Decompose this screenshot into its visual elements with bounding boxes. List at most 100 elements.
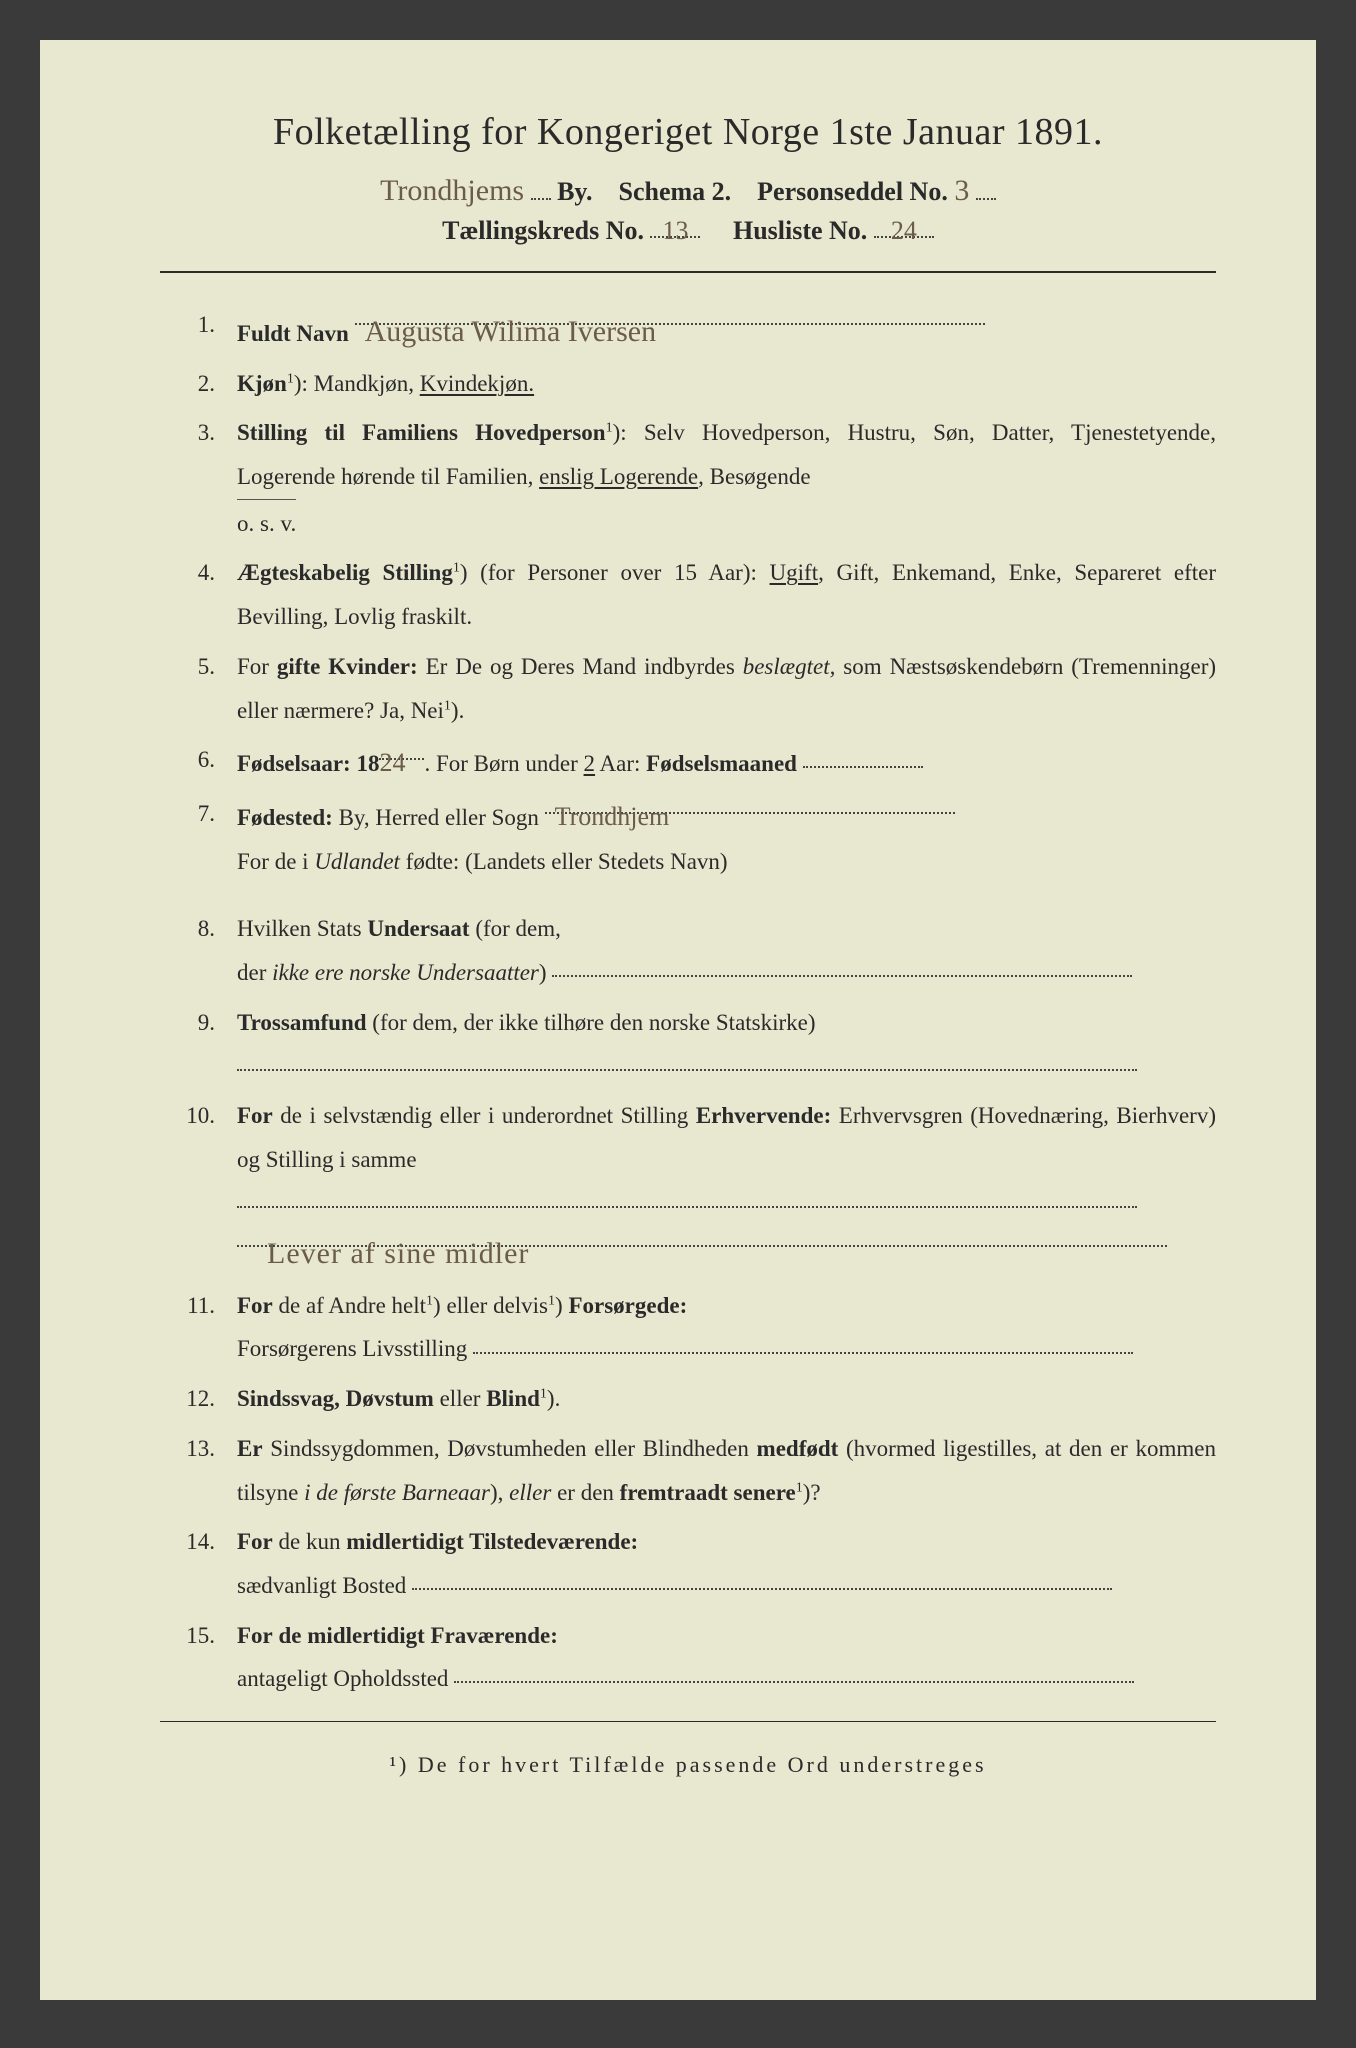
label-fremtraadt: fremtraadt senere (620, 1480, 796, 1505)
u-2: 2 (584, 751, 596, 776)
text-5: Er De og Deres Mand indbyrdes (426, 654, 743, 679)
dotted-gap (473, 1349, 1133, 1354)
divider (160, 271, 1216, 273)
text-10: de i selvstændig eller i underordnet Sti… (280, 1103, 696, 1128)
text-12: eller (440, 1386, 487, 1411)
text-kvindekjon: Kvindekjøn. (420, 371, 534, 396)
dotted-gap (976, 178, 996, 200)
label-er: Er (237, 1436, 263, 1461)
label-aegteskab: Ægteskabelig Stilling (237, 560, 453, 585)
text-4a: (for Personer over 15 Aar): (468, 560, 770, 585)
text-11: de af Andre helt (279, 1293, 427, 1318)
close: ) (539, 960, 547, 985)
text-6: . For Børn under (424, 751, 583, 776)
form-items: 1. Fuldt Navn Augusta Wilima Iversen 2. … (160, 303, 1216, 1701)
husliste-no: 24 (874, 216, 934, 238)
item-14: 14. For de kun midlertidigt Tilstedevære… (160, 1520, 1216, 1607)
value-name: Augusta Wilima Iversen (355, 303, 985, 325)
label-for-14: For (237, 1529, 273, 1554)
item-6: 6. Fødselsaar: 1824. For Børn under 2 Aa… (160, 738, 1216, 786)
osv: o. s. v. (237, 499, 296, 546)
item-11: 11. For de af Andre helt1) eller delvis1… (160, 1284, 1216, 1371)
label-medfodt: medfødt (757, 1436, 839, 1461)
dotted-gap (454, 1678, 1134, 1683)
text-9: (for dem, der ikke tilhøre den norske St… (372, 1010, 815, 1035)
label-trossamfund: Trossamfund (237, 1010, 367, 1035)
city-label: By. (557, 177, 592, 206)
text-15-l2: antageligt Opholdssted (237, 1666, 448, 1691)
header-line-1: Trondhjems By. Schema 2. Personseddel No… (160, 174, 1216, 208)
label-for-11: For (237, 1293, 273, 1318)
divider-bottom (160, 1721, 1216, 1722)
label-erhvervende: Erhvervende: (696, 1103, 831, 1128)
label-fravaer: de midlertidigt Fraværende: (279, 1623, 558, 1648)
value-fodested: Trondhjem (545, 792, 955, 814)
text-stilling-b: , Besøgende (698, 464, 810, 489)
header-line-2: Tællingskreds No. 13 Husliste No. 24 (160, 216, 1216, 246)
italic-eller: eller (509, 1480, 551, 1505)
q: )? (803, 1480, 821, 1505)
label-for-15: For (237, 1623, 273, 1648)
dotted-gap (237, 1203, 1137, 1208)
footnote: ¹) De for hvert Tilfælde passende Ord un… (160, 1752, 1216, 1778)
label-fuldt-navn: Fuldt Navn (237, 321, 349, 346)
italic-beslaegtet: beslægtet, (743, 654, 836, 679)
label-maaned: Fødselsmaaned (646, 751, 797, 776)
label-fodested: Fødested: (237, 805, 333, 830)
text-8-2: der (237, 960, 272, 985)
label-forsorgede: Forsørgede: (568, 1293, 687, 1318)
kreds-no: 13 (650, 216, 700, 238)
italic-barneaar: i de første Barneaar (304, 1480, 490, 1505)
item-15: 15. For de midlertidigt Fraværende: anta… (160, 1614, 1216, 1701)
underline-ugift: Ugift (770, 560, 819, 585)
kreds-label: Tællingskreds No. (442, 216, 644, 245)
text-7: By, Herred eller Sogn (339, 805, 545, 830)
text-8a: Hvilken Stats (237, 916, 367, 941)
italic-ikke-norske: ikke ere norske Undersaatter (272, 960, 539, 985)
item-8: 8. Hvilken Stats Undersaat (for dem, der… (160, 907, 1216, 994)
label-gifte: gifte Kvinder: (277, 654, 418, 679)
label-undersaat: Undersaat (367, 916, 469, 941)
item-4: 4. Ægteskabelig Stilling1) (for Personer… (160, 551, 1216, 638)
text-14-l2: sædvanligt Bosted (237, 1573, 406, 1598)
dotted-gap (237, 1066, 1137, 1071)
person-no: 3 (954, 174, 969, 207)
item-2: 2. Kjøn1): Mandkjøn, Kvindekjøn. (160, 362, 1216, 406)
label-stilling: Stilling til Familiens Hovedperson (237, 420, 606, 445)
text-11-2: ) eller delvis (433, 1293, 548, 1318)
census-form-page: Folketælling for Kongeriget Norge 1ste J… (40, 40, 1316, 2000)
text-11-l2: Forsørgerens Livsstilling (237, 1336, 467, 1361)
label-fodselsaar: Fødselsaar: 18 (237, 751, 379, 776)
dotted-gap (803, 763, 923, 768)
dotted-gap (412, 1585, 1112, 1590)
item-13: 13. Er Sindssygdommen, Døvstumheden elle… (160, 1427, 1216, 1514)
item-7: 7. Fødested: By, Herred eller Sogn Trond… (160, 792, 1216, 883)
text-13-3: ), (490, 1480, 509, 1505)
text-6-2: Aar: (595, 751, 646, 776)
husliste-label: Husliste No. (733, 216, 867, 245)
item-12: 12. Sindssvag, Døvstum eller Blind1). (160, 1377, 1216, 1421)
item-9: 9. Trossamfund (for dem, der ikke tilhør… (160, 1001, 1216, 1088)
text-5a: For (237, 654, 277, 679)
text-14: de kun (279, 1529, 347, 1554)
text-mandkjon: Mandkjøn, (314, 371, 420, 396)
value-year: 24 (379, 738, 424, 760)
item-5: 5. For gifte Kvinder: Er De og Deres Man… (160, 645, 1216, 732)
text-7-2b: fødte: (Landets eller Stedets Navn) (406, 849, 728, 874)
item-3: 3. Stilling til Familiens Hovedperson1):… (160, 411, 1216, 545)
dotted-gap (552, 972, 1132, 977)
label-blind: Blind (486, 1386, 540, 1411)
item-10: 10. For de i selvstændig eller i underor… (160, 1094, 1216, 1278)
label-tilstede: midlertidigt Tilstedeværende: (346, 1529, 638, 1554)
item-1: 1. Fuldt Navn Augusta Wilima Iversen (160, 303, 1216, 356)
italic-udlandet: Udlandet (314, 849, 400, 874)
label-sindssvag: Sindssvag, Døvstum (237, 1386, 434, 1411)
value-erhverv: Lever af sine midler (237, 1225, 1167, 1247)
text-13-4: er den (557, 1480, 620, 1505)
schema-label: Schema 2. (619, 177, 732, 206)
dotted-gap (531, 178, 551, 200)
text-13: Sindssygdommen, Døvstumheden eller Blind… (270, 1436, 756, 1461)
label-kjon: Kjøn (237, 371, 287, 396)
personseddel-label: Personseddel No. (757, 177, 948, 206)
page-title: Folketælling for Kongeriget Norge 1ste J… (160, 110, 1216, 154)
